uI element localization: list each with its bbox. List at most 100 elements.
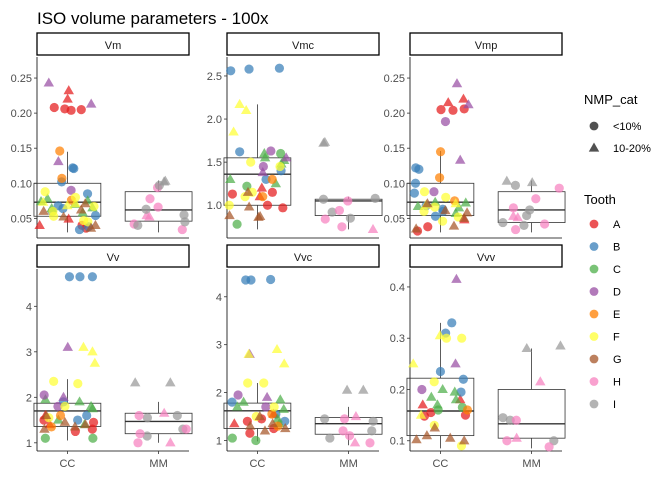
data-point-triangle bbox=[440, 205, 451, 215]
data-point-circle bbox=[368, 416, 378, 426]
data-point-triangle bbox=[85, 98, 97, 108]
legend-label-tooth: A bbox=[613, 219, 621, 231]
data-point-circle bbox=[258, 161, 268, 172]
data-point-circle bbox=[430, 211, 441, 221]
data-point-circle bbox=[267, 409, 277, 419]
data-point-circle bbox=[318, 194, 329, 204]
data-point-circle bbox=[142, 413, 153, 423]
data-point-circle bbox=[327, 207, 337, 217]
legend-key-color bbox=[589, 332, 599, 341]
data-point-triangle bbox=[62, 341, 73, 351]
data-point-triangle bbox=[37, 196, 49, 206]
data-point-triangle bbox=[225, 173, 236, 183]
data-point-circle bbox=[55, 410, 66, 421]
data-point-circle bbox=[224, 200, 234, 210]
data-point-circle bbox=[345, 213, 355, 223]
legend-key-color bbox=[589, 219, 599, 229]
y-tick-label: 0.10 bbox=[11, 178, 32, 190]
data-point-circle bbox=[87, 424, 97, 434]
legend-key-color bbox=[589, 242, 599, 251]
data-point-circle bbox=[429, 377, 439, 387]
data-point-triangle bbox=[555, 340, 566, 350]
data-point-circle bbox=[232, 219, 242, 229]
box-iqr bbox=[406, 182, 475, 216]
data-point-circle bbox=[70, 192, 81, 202]
y-tick-label: 2 bbox=[216, 388, 222, 400]
data-point-triangle bbox=[62, 93, 73, 103]
panel-vmp: Vmp 0.05 0.10 0.15 0.20 0.25 bbox=[384, 32, 566, 239]
data-point-circle bbox=[57, 173, 67, 183]
data-point-circle bbox=[82, 410, 92, 421]
data-point-circle bbox=[266, 146, 276, 156]
data-point-circle bbox=[365, 438, 375, 448]
data-point-circle bbox=[275, 161, 285, 172]
panel-vm: Vm 0.05 0.10 0.15 0.20 0.25 bbox=[11, 32, 193, 239]
legend-label-tooth: F bbox=[613, 332, 620, 344]
data-point-circle bbox=[233, 390, 243, 400]
x-tick-label: CC bbox=[249, 458, 265, 470]
data-point-circle bbox=[436, 105, 446, 115]
data-point-triangle bbox=[229, 418, 240, 428]
data-point-circle bbox=[320, 414, 330, 424]
y-tick-label: 0.1 bbox=[390, 436, 405, 448]
x-tick-label: MM bbox=[522, 458, 540, 470]
data-point-triangle bbox=[80, 198, 91, 208]
data-point-circle bbox=[133, 438, 143, 448]
data-point-circle bbox=[435, 366, 446, 377]
y-tick-label: 0.25 bbox=[11, 73, 32, 85]
data-point-circle bbox=[177, 224, 187, 235]
data-point-triangle bbox=[270, 178, 282, 188]
data-point-circle bbox=[498, 413, 508, 423]
data-point-triangle bbox=[450, 358, 461, 368]
data-point-triangle bbox=[280, 422, 291, 433]
data-point-circle bbox=[417, 384, 427, 395]
data-point-triangle bbox=[158, 407, 170, 417]
data-point-triangle bbox=[58, 211, 69, 221]
data-point-circle bbox=[267, 187, 277, 197]
y-tick-label: 3 bbox=[26, 347, 32, 359]
data-point-triangle bbox=[243, 201, 255, 211]
data-point-triangle bbox=[451, 273, 462, 283]
data-point-circle bbox=[246, 157, 256, 167]
data-point-circle bbox=[522, 210, 532, 221]
data-point-circle bbox=[433, 405, 443, 415]
y-tick-label: 2.0 bbox=[207, 114, 222, 126]
data-point-triangle bbox=[256, 182, 268, 192]
legend-title-color: Tooth bbox=[584, 192, 616, 207]
y-tick-label: 2 bbox=[26, 392, 32, 404]
data-point-circle bbox=[266, 274, 276, 285]
strip-label: Vvc bbox=[294, 252, 313, 264]
data-point-circle bbox=[457, 333, 467, 343]
data-point-triangle bbox=[358, 384, 369, 394]
data-point-circle bbox=[88, 433, 98, 443]
data-point-triangle bbox=[521, 342, 532, 353]
data-point-triangle bbox=[442, 97, 454, 107]
data-point-circle bbox=[87, 272, 98, 282]
data-point-triangle bbox=[238, 396, 249, 406]
panel-vvv: Vvv 0.1 0.2 0.3 0.4 CC MM bbox=[390, 244, 566, 470]
data-point-triangle bbox=[450, 198, 461, 208]
data-point-triangle bbox=[165, 437, 176, 447]
data-point-circle bbox=[39, 390, 49, 400]
data-point-circle bbox=[181, 424, 191, 434]
data-point-triangle bbox=[449, 386, 460, 396]
data-point-circle bbox=[337, 222, 347, 232]
data-point-circle bbox=[267, 174, 277, 184]
data-point-circle bbox=[141, 204, 151, 214]
data-point-triangle bbox=[501, 175, 513, 185]
legend-label-tooth: G bbox=[613, 354, 622, 366]
legend-label-shape: 10-20% bbox=[613, 143, 651, 155]
box-iqr bbox=[497, 191, 566, 223]
legend-label-tooth: H bbox=[613, 377, 621, 389]
data-point-circle bbox=[55, 146, 65, 156]
data-point-circle bbox=[227, 397, 237, 407]
y-tick-label: 0.15 bbox=[384, 143, 405, 155]
strip-box bbox=[409, 244, 563, 268]
y-tick-label: 1.5 bbox=[207, 157, 222, 169]
data-point-triangle bbox=[512, 212, 523, 222]
data-point-triangle bbox=[234, 98, 245, 108]
data-point-circle bbox=[40, 433, 50, 443]
data-point-triangle bbox=[165, 377, 176, 387]
data-point-triangle bbox=[410, 223, 422, 233]
data-point-circle bbox=[409, 188, 419, 198]
